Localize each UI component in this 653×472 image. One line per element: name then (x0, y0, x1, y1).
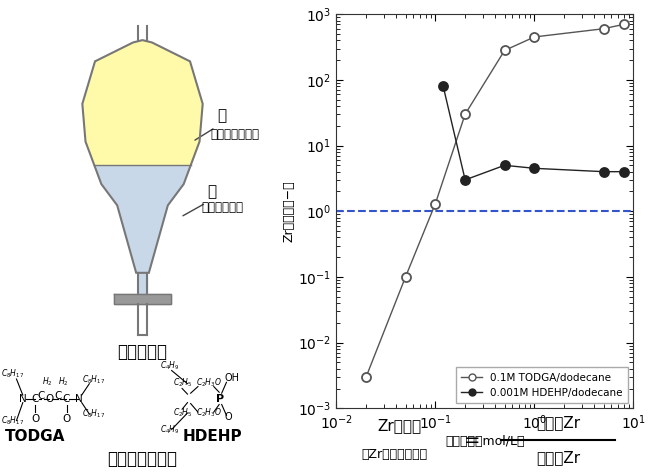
Text: $C_8H_{17}$: $C_8H_{17}$ (82, 408, 105, 420)
Text: 油: 油 (217, 108, 226, 123)
Text: OH: OH (225, 373, 240, 383)
Text: $H_2$: $H_2$ (42, 376, 52, 388)
Text: C: C (37, 391, 45, 402)
Polygon shape (82, 40, 202, 165)
Text: 溶媒抄出法: 溶媒抄出法 (118, 343, 168, 361)
Text: =: = (464, 430, 481, 450)
Text: $C_4H_9$: $C_4H_9$ (160, 424, 180, 436)
Text: $C_8H_{17}$: $C_8H_{17}$ (1, 367, 24, 379)
Polygon shape (138, 273, 148, 294)
Text: 水: 水 (208, 184, 217, 199)
Text: O: O (46, 394, 54, 404)
Text: $C_2H_5$: $C_2H_5$ (172, 406, 192, 419)
Text: $C_8H_{17}$: $C_8H_{17}$ (82, 373, 105, 386)
Text: HDEHP: HDEHP (182, 430, 242, 444)
Text: （模擬廃液）: （模擬廃液） (201, 201, 243, 214)
Text: $C_2H_3O$: $C_2H_3O$ (197, 377, 223, 389)
Text: N: N (74, 394, 82, 404)
Text: O: O (225, 412, 232, 422)
Polygon shape (82, 40, 202, 273)
Text: $C_2H_5$: $C_2H_5$ (172, 377, 192, 389)
Text: TODGA: TODGA (5, 430, 65, 444)
Text: 油中のZr: 油中のZr (536, 415, 580, 430)
Text: （Zrの分離性能）: （Zrの分離性能） (362, 447, 428, 461)
Y-axis label: Zr分配比（−）: Zr分配比（−） (282, 180, 295, 242)
Text: $H_2$: $H_2$ (57, 376, 69, 388)
Text: 利用した抄出劑: 利用した抄出劑 (108, 450, 178, 468)
Text: N: N (19, 394, 27, 404)
Text: P: P (216, 394, 224, 404)
Text: $C_4H_9$: $C_4H_9$ (160, 359, 180, 371)
Text: C: C (63, 394, 70, 404)
Text: $C_2H_3O$: $C_2H_3O$ (197, 406, 223, 419)
Text: （抄出劑添加）: （抄出劑添加） (211, 128, 260, 141)
Legend: 0.1M TODGA/dodecane, 0.001M HDEHP/dodecane: 0.1M TODGA/dodecane, 0.001M HDEHP/dodeca… (456, 367, 628, 403)
Text: Zr分配比: Zr分配比 (377, 419, 422, 434)
Polygon shape (114, 294, 171, 304)
Text: O: O (31, 413, 40, 424)
Text: O: O (63, 413, 71, 424)
Text: C: C (32, 394, 39, 404)
Text: 水中のZr: 水中のZr (536, 450, 580, 465)
Text: C: C (54, 391, 61, 402)
Text: $C_8H_{17}$: $C_8H_{17}$ (1, 414, 24, 427)
X-axis label: 硯酸濃度（mol/L）: 硯酸濃度（mol/L） (445, 435, 524, 447)
